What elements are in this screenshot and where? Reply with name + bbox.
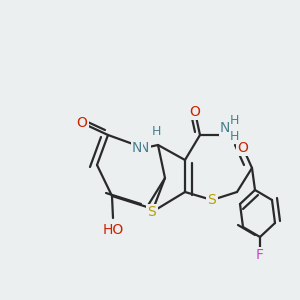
Text: N: N bbox=[139, 141, 149, 155]
Text: H: H bbox=[230, 130, 239, 143]
Text: N: N bbox=[132, 141, 142, 155]
Text: S: S bbox=[208, 193, 216, 207]
Text: N: N bbox=[220, 121, 230, 135]
Text: S: S bbox=[148, 205, 156, 219]
Text: F: F bbox=[256, 248, 264, 262]
Text: H: H bbox=[230, 115, 239, 128]
Text: HO: HO bbox=[102, 223, 124, 237]
Text: O: O bbox=[238, 141, 248, 155]
Text: O: O bbox=[76, 116, 87, 130]
Text: H: H bbox=[152, 125, 161, 138]
Text: O: O bbox=[190, 105, 200, 119]
